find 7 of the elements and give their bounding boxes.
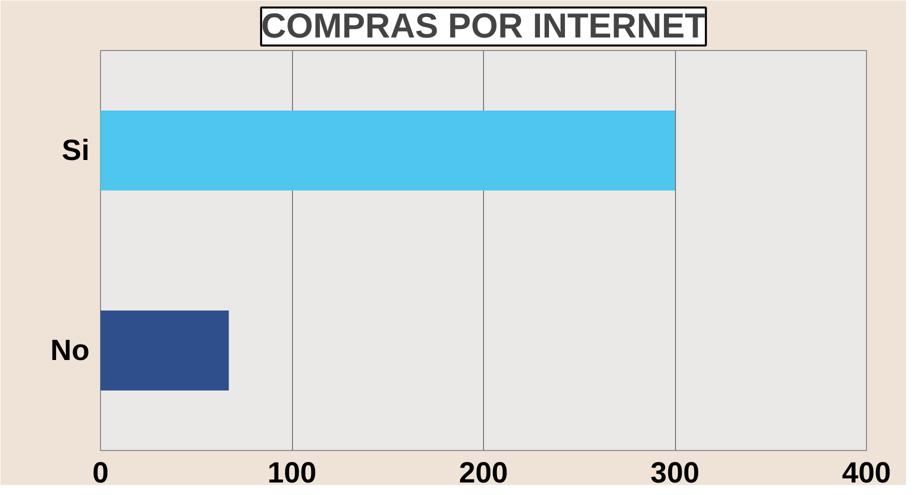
x-tick-label: 0 (92, 456, 109, 490)
x-tick-label: 100 (268, 456, 316, 490)
x-tick-label: 200 (459, 456, 508, 490)
x-tick-label: 300 (650, 456, 700, 490)
y-tick-label: Si (62, 134, 90, 167)
y-tick-label: No (50, 334, 90, 367)
x-tick-label: 400 (842, 456, 891, 490)
